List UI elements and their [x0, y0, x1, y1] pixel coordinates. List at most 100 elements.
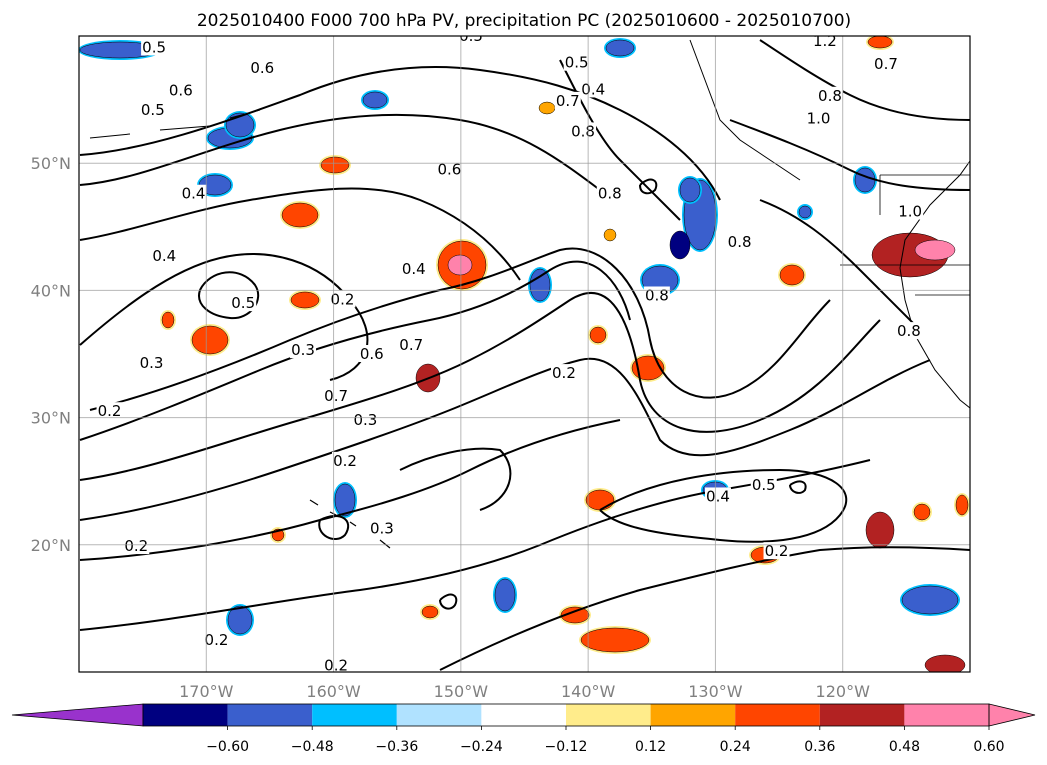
contour-label-bg [805, 109, 832, 127]
contour-label-bg [726, 233, 753, 251]
precip-blob-positive-anomaly-peak [447, 254, 473, 276]
contour-label-bg [400, 259, 427, 277]
contour-label: 0.7 [399, 336, 423, 354]
precip-blob-positive-anomaly-strong [865, 511, 895, 549]
contour-label-bg [596, 184, 623, 202]
contour-label: 0.7 [874, 55, 898, 73]
precip-blob-negative-anomaly [529, 268, 551, 302]
colorbar-tick-label: −0.48 [291, 739, 334, 755]
pv-contour [79, 113, 601, 191]
contour-label: 0.2 [124, 537, 148, 555]
colorbar-tick-label: −0.60 [206, 739, 249, 755]
lon-tick-label: 140°W [561, 682, 616, 701]
lat-tick-label: 40°N [31, 281, 71, 300]
contour-label: 0.3 [291, 341, 315, 359]
contour-label-bg [704, 487, 731, 505]
contour-label: 0.2 [333, 452, 357, 470]
precip-blob-negative-anomaly [679, 177, 701, 203]
colorbar: −0.60 −0.48 −0.36 −0.24 −0.12 0.12 0.24 0.36 0.4… [11, 703, 1036, 755]
contour-label: 0.4 [402, 260, 426, 278]
pv-contour [79, 187, 521, 281]
precip-blob-negative-anomaly-strong [669, 230, 691, 260]
precip-blob-positive-anomaly-strong [924, 654, 966, 672]
contour-label-bg [436, 160, 463, 178]
contour-label: 0.6 [250, 59, 274, 77]
contour-label-bg [167, 81, 194, 99]
contour-label: 0.7 [556, 92, 580, 110]
colorbar-tick-label: 0.12 [635, 739, 666, 755]
colorbar-tick-label: 0.60 [973, 739, 1004, 755]
contour-label: 0.5 [141, 101, 165, 119]
lat-tick-label: 20°N [31, 536, 71, 555]
pv-contour [79, 260, 631, 441]
contour-label-bg [750, 476, 777, 494]
contour-label: 1.0 [807, 110, 831, 128]
pv-contour [759, 39, 970, 121]
colorbar-tick-label: −0.36 [375, 739, 418, 755]
contour-label-bg [550, 364, 577, 382]
precip-blob-positive-anomaly [779, 264, 805, 286]
precip-blob-negative-anomaly [362, 91, 388, 109]
pv-contour [729, 119, 970, 191]
contour-label: 0.7 [324, 387, 348, 405]
contour-label-bg [203, 631, 230, 649]
precip-blob-positive-anomaly [589, 326, 607, 344]
contour-label-bg [323, 656, 350, 672]
colorbar-tick-label: −0.24 [460, 739, 503, 755]
colorbar-neutral-segment [481, 704, 566, 726]
pv-contour [789, 480, 807, 494]
gridlines [79, 36, 970, 672]
contour-label-bg [897, 202, 924, 220]
latitude-tick-labels: 20°N 30°N 40°N 50°N [31, 154, 71, 555]
precip-blob-positive-anomaly [161, 311, 175, 329]
precip-blob-negative-anomaly [798, 205, 812, 219]
contour-label: 0.3 [140, 354, 164, 372]
contour-label-bg [816, 86, 843, 104]
contour-label: 0.4 [706, 487, 730, 505]
lat-tick-label: 30°N [31, 409, 71, 428]
colorbar-tick-label: −0.12 [545, 739, 588, 755]
contour-label: 0.5 [231, 294, 255, 312]
precip-blob-positive-anomaly [913, 503, 931, 521]
hawaiian-islands [309, 499, 391, 549]
contour-label-bg [290, 341, 317, 359]
lon-tick-label: 130°W [688, 682, 743, 701]
map-panel: 0.50.50.6 0.51.20.70.60.5 0.70.4 0.80.81.00… [78, 32, 971, 673]
contour-label: 0.5 [565, 54, 589, 72]
contour-label-bg [138, 353, 165, 371]
contour-label: 0.5 [752, 476, 776, 494]
lon-tick-label: 160°W [306, 682, 361, 701]
contour-label: 0.2 [552, 364, 576, 382]
contour-label-bg [329, 290, 356, 308]
colorbar-segment [566, 704, 651, 726]
state-borders [840, 174, 970, 296]
contour-label: 1.2 [813, 32, 837, 50]
colorbar-segment [227, 704, 313, 726]
contour-label-bg [230, 294, 257, 312]
contour-label-bg [563, 53, 590, 71]
contour-label: 1.0 [898, 203, 922, 221]
colorbar-tick-label: 0.36 [804, 739, 835, 755]
pv-contour [318, 515, 350, 540]
precip-blob-positive-anomaly [867, 36, 893, 49]
longitude-tick-labels: 170°W 160°W 150°W 140°W 130°W 120°W [179, 682, 870, 701]
precip-blob-positive-anomaly-weak [603, 228, 617, 242]
colorbar-segment [819, 704, 905, 726]
chart-title: 2025010400 F000 700 hPa PV, precipitatio… [197, 11, 851, 31]
contour-label-bg [872, 54, 899, 72]
lat-tick-label: 50°N [31, 154, 71, 173]
lon-tick-label: 150°W [434, 682, 489, 701]
lon-tick-label: 170°W [179, 682, 234, 701]
pv-contour [79, 419, 621, 561]
pv-contour [89, 247, 831, 411]
contour-label-bg [180, 184, 207, 202]
pv-contour [759, 199, 921, 331]
precip-blob-positive-anomaly-weak [538, 101, 556, 115]
precip-blob-positive-anomaly [281, 202, 319, 228]
precipitation-shading [79, 36, 970, 672]
precip-blob-positive-anomaly [421, 605, 439, 619]
contour-label-bg [139, 100, 166, 118]
contour-label: 0.2 [205, 631, 229, 649]
contour-label: 0.8 [897, 322, 921, 340]
precip-blob-positive-anomaly-peak [914, 239, 956, 261]
